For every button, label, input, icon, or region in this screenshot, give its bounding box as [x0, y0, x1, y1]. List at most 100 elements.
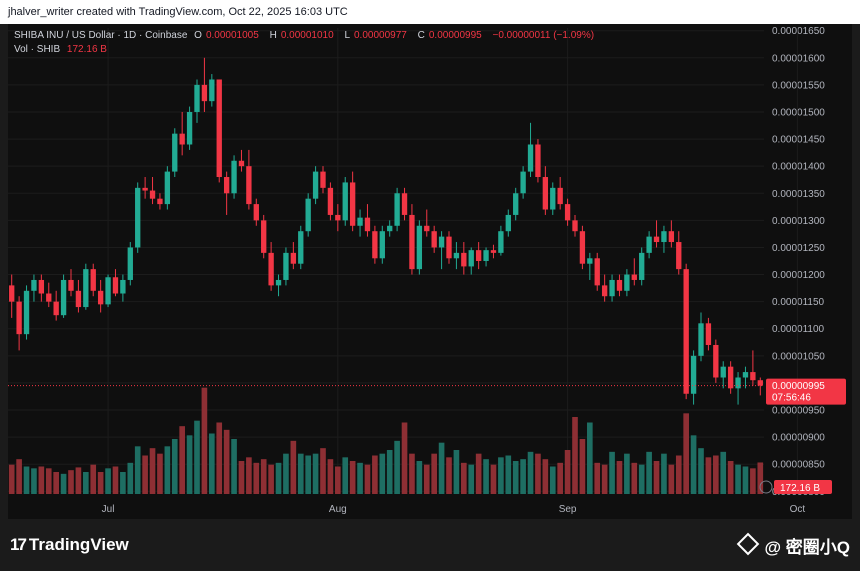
volume-bar	[646, 451, 652, 494]
candle-body	[564, 204, 571, 221]
volume-line: Vol · SHIB 172.16 B	[14, 44, 598, 55]
y-tick-label: 0.00001150	[772, 297, 825, 308]
volume-bar	[335, 466, 341, 494]
candle-body	[83, 269, 89, 308]
volume-bar	[38, 466, 45, 494]
volume-bar	[394, 440, 400, 494]
volume-bar	[683, 413, 689, 494]
candle-body	[624, 274, 630, 291]
candle-body	[194, 84, 200, 112]
volume-bar	[127, 462, 134, 494]
volume-bar	[83, 472, 89, 494]
symbol-label: SHIBA INU / US Dollar · 1D · Coinbase	[14, 30, 188, 41]
volume-bar	[186, 435, 193, 494]
candle-body	[646, 236, 652, 253]
candle-body	[446, 236, 452, 259]
volume-bar	[149, 448, 156, 494]
candle-body	[438, 236, 445, 248]
candle-body	[149, 190, 156, 199]
volume-bar	[179, 426, 185, 494]
candle-body	[505, 214, 511, 232]
diamond-icon	[737, 532, 760, 556]
volume-bar	[409, 453, 415, 494]
tradingview-logo[interactable]: 17 TradingView	[10, 535, 129, 555]
change-value: −0.00000011 (−1.09%)	[492, 30, 595, 41]
candle-body	[705, 323, 712, 345]
watermark: @ 密圈小Q	[737, 532, 850, 558]
candle-body	[186, 111, 193, 145]
candle-body	[498, 231, 504, 253]
candle-body	[142, 187, 148, 191]
candle-body	[327, 187, 334, 215]
candle-body	[9, 285, 15, 302]
candle-body	[68, 279, 74, 291]
y-tick-label: 0.00001450	[772, 135, 825, 146]
chart-area[interactable]: 0.00001650 0.00001600 0.00001550 0.00001500…	[8, 24, 852, 519]
volume-bar	[690, 435, 697, 494]
y-tick-label: 0.00001600	[772, 53, 825, 64]
volume-bar	[45, 468, 52, 494]
x-tick-label: Jul	[102, 504, 115, 515]
volume-bar	[157, 453, 163, 494]
y-tick-label: 0.00000850	[772, 460, 825, 471]
attribution-header: jhalver_writer created with TradingView.…	[0, 0, 860, 24]
candle-body	[698, 323, 704, 356]
volume-bar	[97, 472, 104, 494]
y-tick-label: 0.00000900	[772, 433, 825, 444]
candle-body	[275, 279, 282, 286]
candle-body	[387, 225, 393, 232]
y-tick-label: 0.00001300	[772, 216, 825, 227]
candle-body	[90, 269, 96, 291]
volume-bar	[364, 464, 371, 494]
candle-body	[720, 366, 726, 378]
candle-body	[120, 279, 126, 294]
volume-bar	[601, 464, 608, 494]
tradingview-mark-icon: 17	[10, 535, 27, 554]
candle-body	[238, 160, 245, 167]
volume-bar	[475, 453, 482, 494]
candle-body	[513, 193, 519, 215]
candlestick-chart[interactable]: 0.00001650 0.00001600 0.00001550 0.00001500…	[8, 24, 852, 519]
candle-body	[453, 252, 460, 259]
volume-bar	[75, 467, 82, 494]
candle-body	[609, 279, 615, 297]
candle-body	[179, 133, 185, 145]
watermark-text: @ 密圈小Q	[764, 538, 850, 557]
volume-bar	[542, 459, 549, 494]
candle-body	[416, 225, 423, 270]
volume-bar	[260, 459, 267, 494]
volume-bar	[31, 468, 37, 494]
volume-bar	[520, 459, 526, 494]
close-value: 0.00000995	[428, 30, 482, 41]
volume-bar	[750, 468, 756, 494]
volume-label: Vol · SHIB	[14, 44, 61, 55]
volume-bar	[53, 472, 59, 494]
candle-body	[668, 231, 675, 243]
volume-bar	[327, 459, 334, 494]
close-group: C 0.00000995	[417, 30, 482, 41]
volume-bar	[379, 453, 386, 494]
volume-bar	[624, 453, 630, 494]
volume-bar	[505, 455, 512, 494]
candle-body	[201, 84, 208, 102]
y-tick-label: 0.00000950	[772, 406, 825, 417]
volume-bar	[698, 448, 704, 494]
candle-body	[601, 285, 608, 297]
volume-bar	[490, 464, 497, 494]
volume-bar	[423, 464, 430, 494]
candle-body	[349, 182, 356, 226]
volume-bar	[587, 422, 593, 494]
volume-bar	[194, 420, 200, 494]
volume-bar	[713, 455, 719, 494]
volume-bar	[246, 457, 252, 494]
candle-body	[253, 204, 259, 221]
candle-body	[112, 277, 119, 294]
candle-body	[53, 301, 59, 316]
y-tick-label: 0.00001550	[772, 80, 825, 91]
candle-body	[268, 252, 274, 286]
candle-body	[690, 355, 697, 394]
volume-bar	[446, 457, 452, 494]
candle-body	[305, 198, 311, 232]
